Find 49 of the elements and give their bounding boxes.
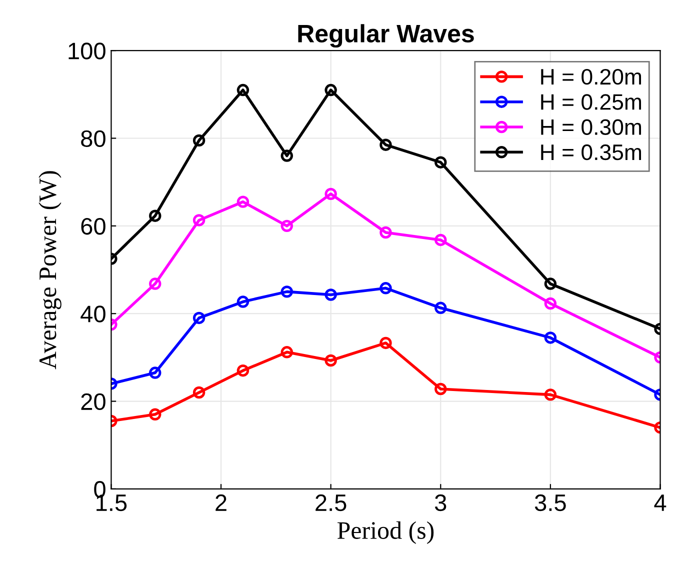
point [280, 346, 294, 358]
x-tick-label: 3.5 [534, 494, 566, 512]
point [236, 296, 250, 308]
point [149, 278, 162, 290]
point [380, 138, 392, 151]
point [324, 288, 337, 301]
point [280, 220, 294, 232]
x-tick-label: 4 [654, 494, 666, 511]
point [380, 336, 392, 350]
point [149, 210, 162, 222]
point [324, 354, 337, 367]
point [192, 134, 206, 147]
point [192, 386, 206, 399]
x-axis-title: Period (s) [337, 521, 434, 544]
point [280, 286, 294, 298]
point [236, 84, 250, 96]
legend-label: H = 0.35m [541, 144, 642, 160]
point [544, 332, 557, 344]
y-tick-label: 20 [81, 393, 106, 410]
point [192, 214, 206, 226]
chart-title: Regular Waves [298, 24, 474, 48]
point [192, 312, 206, 324]
legend-label: H = 0.30m [541, 119, 642, 135]
point [434, 234, 447, 246]
point [544, 297, 557, 310]
x-tick-label: 2.5 [316, 494, 346, 512]
point [380, 282, 392, 294]
point [434, 156, 447, 168]
legend-label: H = 0.20m [541, 68, 642, 85]
point [434, 302, 447, 314]
point [324, 84, 337, 96]
y-axis-title: Average Power (W) [38, 171, 62, 370]
point [236, 196, 250, 208]
point [149, 408, 162, 421]
point [236, 364, 250, 377]
y-tick-label: 80 [81, 130, 106, 148]
point [544, 278, 557, 290]
y-tick-label: 60 [81, 218, 106, 235]
point [544, 388, 557, 401]
point [324, 188, 337, 200]
point [149, 366, 162, 379]
point [380, 226, 392, 239]
point [280, 150, 294, 162]
legend-label: H = 0.25m [541, 94, 642, 110]
x-tick-label: 2 [216, 494, 226, 511]
y-tick-label: 100 [68, 42, 106, 60]
point [434, 382, 447, 396]
y-tick-label: 40 [80, 306, 106, 322]
x-tick-label: 3 [434, 494, 446, 512]
